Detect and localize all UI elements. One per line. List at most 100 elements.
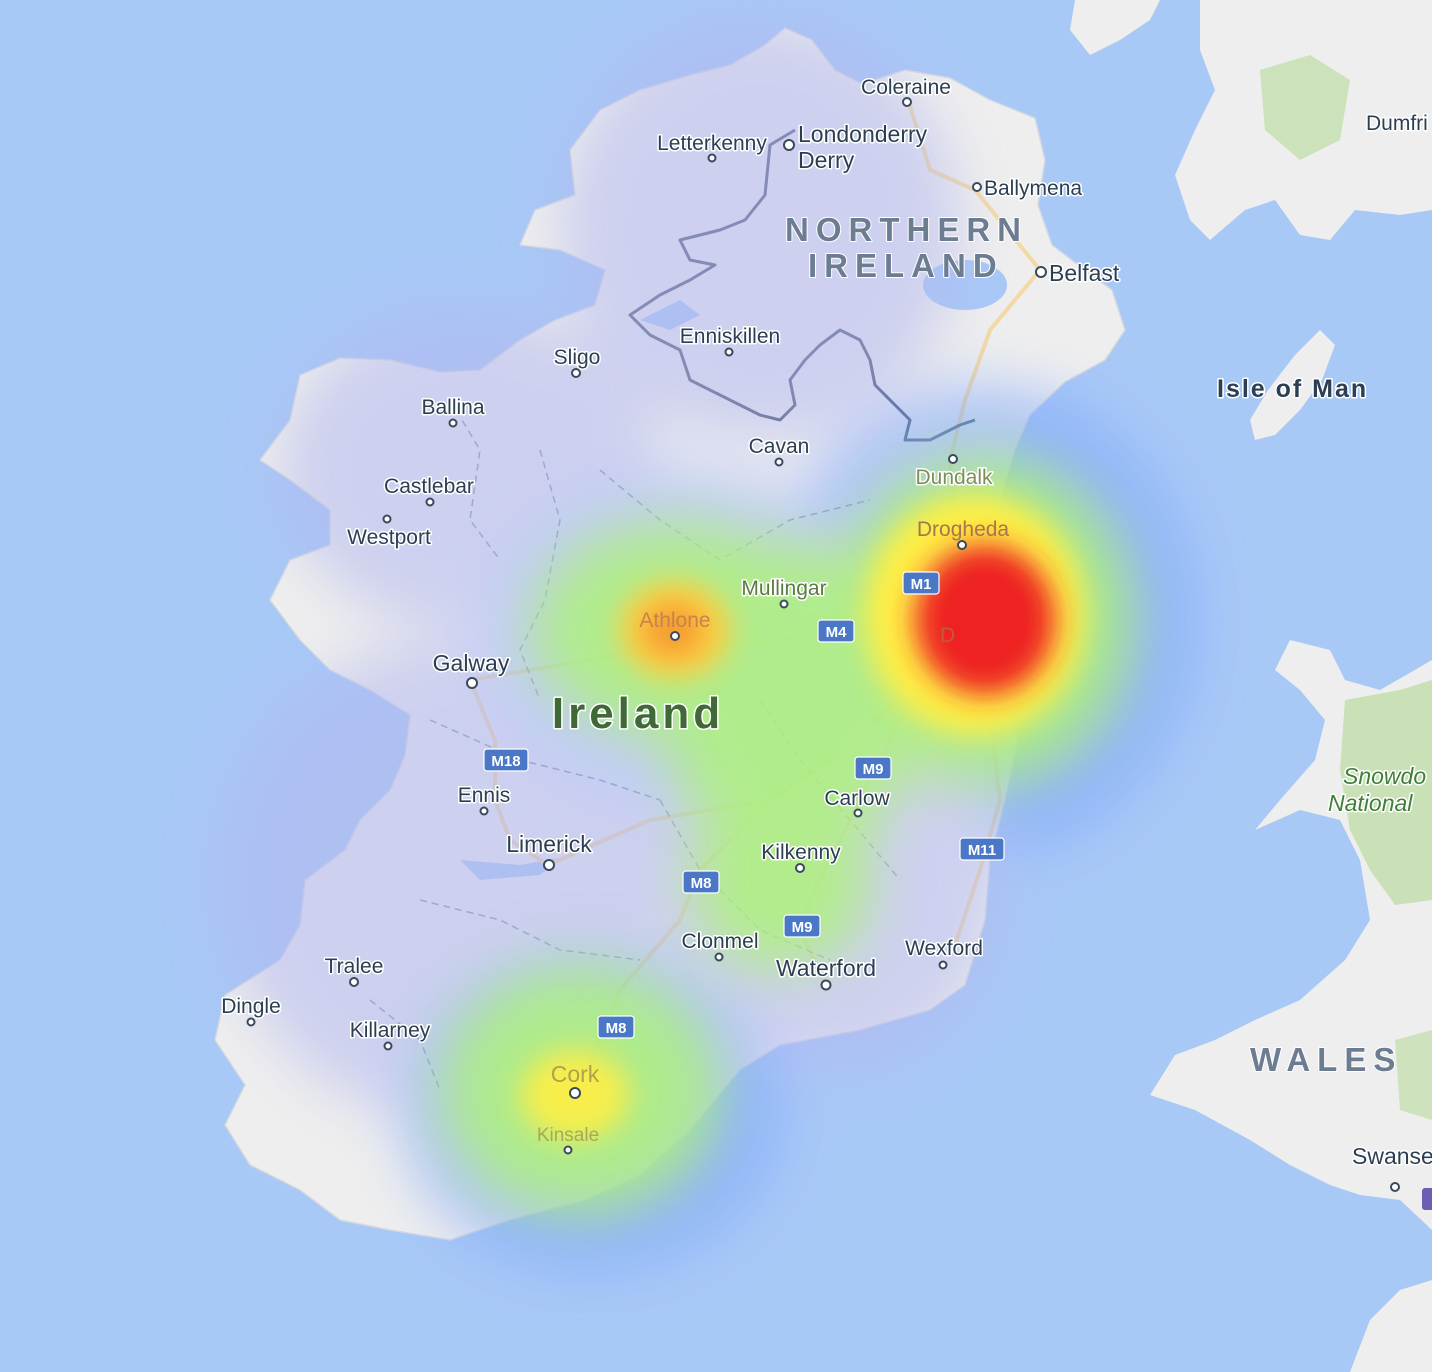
label-dingle[interactable]: Dingle [220, 994, 283, 1020]
svg-text:M11: M11 [968, 842, 996, 859]
label-westport[interactable]: Westport [346, 525, 433, 551]
marker-ballina[interactable] [448, 418, 458, 428]
marker-waterford[interactable] [820, 979, 832, 991]
shield-m9-north[interactable]: M9 [854, 756, 892, 780]
label-ennis[interactable]: Ennis [456, 783, 512, 809]
label-ireland-ni[interactable]: IRELAND [807, 246, 1004, 285]
svg-text:M8: M8 [606, 1020, 627, 1037]
marker-ballymena[interactable] [972, 182, 982, 192]
marker-castlebar[interactable] [425, 497, 435, 507]
label-athlone[interactable]: Athlone [639, 609, 710, 632]
label-belfast[interactable]: Belfast [1048, 259, 1122, 288]
label-kinsale[interactable]: Kinsale [537, 1125, 599, 1146]
shield-edge-partial [1422, 1188, 1432, 1210]
heat-peak-athlone [643, 604, 703, 656]
marker-westport[interactable] [382, 514, 392, 524]
label-drogheda[interactable]: Drogheda [917, 518, 1010, 541]
label-killarney[interactable]: Killarney [348, 1018, 432, 1044]
label-ballina[interactable]: Ballina [420, 395, 486, 421]
svg-text:M8: M8 [691, 875, 712, 892]
marker-cork[interactable] [569, 1087, 581, 1099]
marker-letterkenny[interactable] [707, 153, 717, 163]
label-swansea[interactable]: Swanse [1351, 1142, 1432, 1171]
shield-m8-south[interactable]: M8 [597, 1015, 635, 1039]
label-ireland[interactable]: Ireland [550, 688, 724, 740]
label-limerick[interactable]: Limerick [505, 830, 594, 859]
heat-outer-north [560, 20, 960, 440]
marker-kinsale[interactable] [563, 1145, 573, 1155]
marker-swansea[interactable] [1390, 1182, 1400, 1192]
heat-peak-dublin [915, 545, 1055, 695]
label-coleraine[interactable]: Coleraine [860, 75, 953, 101]
label-cavan[interactable]: Cavan [747, 434, 811, 460]
marker-tralee[interactable] [349, 977, 359, 987]
label-dundalk[interactable]: Dundalk [914, 465, 995, 491]
heatmap-layer [220, 20, 1195, 1270]
marker-enniskillen[interactable] [724, 347, 734, 357]
marker-drogheda[interactable] [957, 540, 967, 550]
city-markers [246, 97, 1400, 1192]
heatmap-peak [643, 545, 1055, 695]
marker-coleraine[interactable] [902, 97, 912, 107]
marker-belfast[interactable] [1035, 266, 1047, 278]
motorway-shields: M1 M4 M18 M9 M11 M8 M9 M8 [483, 571, 1005, 1039]
label-enniskillen[interactable]: Enniskillen [678, 324, 781, 350]
marker-killarney[interactable] [383, 1041, 393, 1051]
marker-athlone[interactable] [670, 631, 680, 641]
heat-mid-kilkenny [690, 790, 870, 970]
shield-m1[interactable]: M1 [902, 571, 940, 595]
place-labels: Coleraine Letterkenny Londonderry Derry … [220, 75, 1432, 1171]
marker-dingle[interactable] [246, 1017, 256, 1027]
label-letterkenny[interactable]: Letterkenny [656, 131, 769, 157]
label-derry[interactable]: Derry [797, 146, 857, 175]
label-castlebar[interactable]: Castlebar [383, 474, 476, 500]
marker-mullingar[interactable] [779, 599, 789, 609]
england-south-landmass [1350, 1280, 1432, 1372]
label-sligo[interactable]: Sligo [552, 345, 602, 371]
marker-ennis[interactable] [479, 806, 489, 816]
shield-m18[interactable]: M18 [483, 748, 529, 772]
shield-m8-north[interactable]: M8 [682, 870, 720, 894]
shield-m11[interactable]: M11 [959, 837, 1005, 861]
svg-text:M18: M18 [491, 753, 520, 770]
label-snowdonia-1[interactable]: Snowdo [1342, 762, 1428, 791]
marker-carlow[interactable] [853, 808, 863, 818]
marker-cavan[interactable] [774, 457, 784, 467]
label-mullingar[interactable]: Mullingar [740, 576, 828, 602]
snowdonia-park [1340, 680, 1432, 905]
shield-m9-south[interactable]: M9 [783, 914, 821, 938]
label-clonmel[interactable]: Clonmel [680, 929, 760, 955]
wales-south-park [1395, 1030, 1432, 1120]
label-wales[interactable]: WALES [1249, 1040, 1402, 1079]
label-wexford[interactable]: Wexford [904, 936, 985, 962]
label-galway[interactable]: Galway [431, 649, 511, 678]
label-dumfries[interactable]: Dumfri [1365, 111, 1430, 137]
marker-limerick[interactable] [543, 859, 555, 871]
marker-galway[interactable] [466, 677, 478, 689]
label-waterford[interactable]: Waterford [774, 954, 877, 983]
label-londonderry[interactable]: Londonderry [797, 120, 930, 149]
svg-text:M1: M1 [911, 576, 932, 593]
scotland-landmass [1070, 0, 1160, 55]
label-snowdonia-2[interactable]: National [1327, 789, 1415, 818]
label-tralee[interactable]: Tralee [323, 954, 385, 980]
svg-text:M4: M4 [826, 624, 847, 641]
label-northern[interactable]: NORTHERN [784, 210, 1028, 249]
isle-of-man-landmass [1250, 330, 1335, 440]
label-ballymena[interactable]: Ballymena [983, 176, 1084, 202]
label-dublin-partial[interactable]: D [940, 624, 955, 647]
marker-wexford[interactable] [938, 960, 948, 970]
marker-dundalk[interactable] [948, 454, 958, 464]
marker-kilkenny[interactable] [795, 863, 805, 873]
label-cork[interactable]: Cork [551, 1061, 600, 1087]
label-isle-of-man[interactable]: Isle of Man [1216, 374, 1368, 405]
marker-sligo[interactable] [571, 368, 581, 378]
svg-text:M9: M9 [792, 919, 813, 936]
marker-clonmel[interactable] [714, 952, 724, 962]
marker-londonderry[interactable] [783, 139, 795, 151]
label-kilkenny[interactable]: Kilkenny [760, 840, 843, 866]
shield-m4[interactable]: M4 [817, 619, 855, 643]
label-carlow[interactable]: Carlow [823, 786, 892, 812]
